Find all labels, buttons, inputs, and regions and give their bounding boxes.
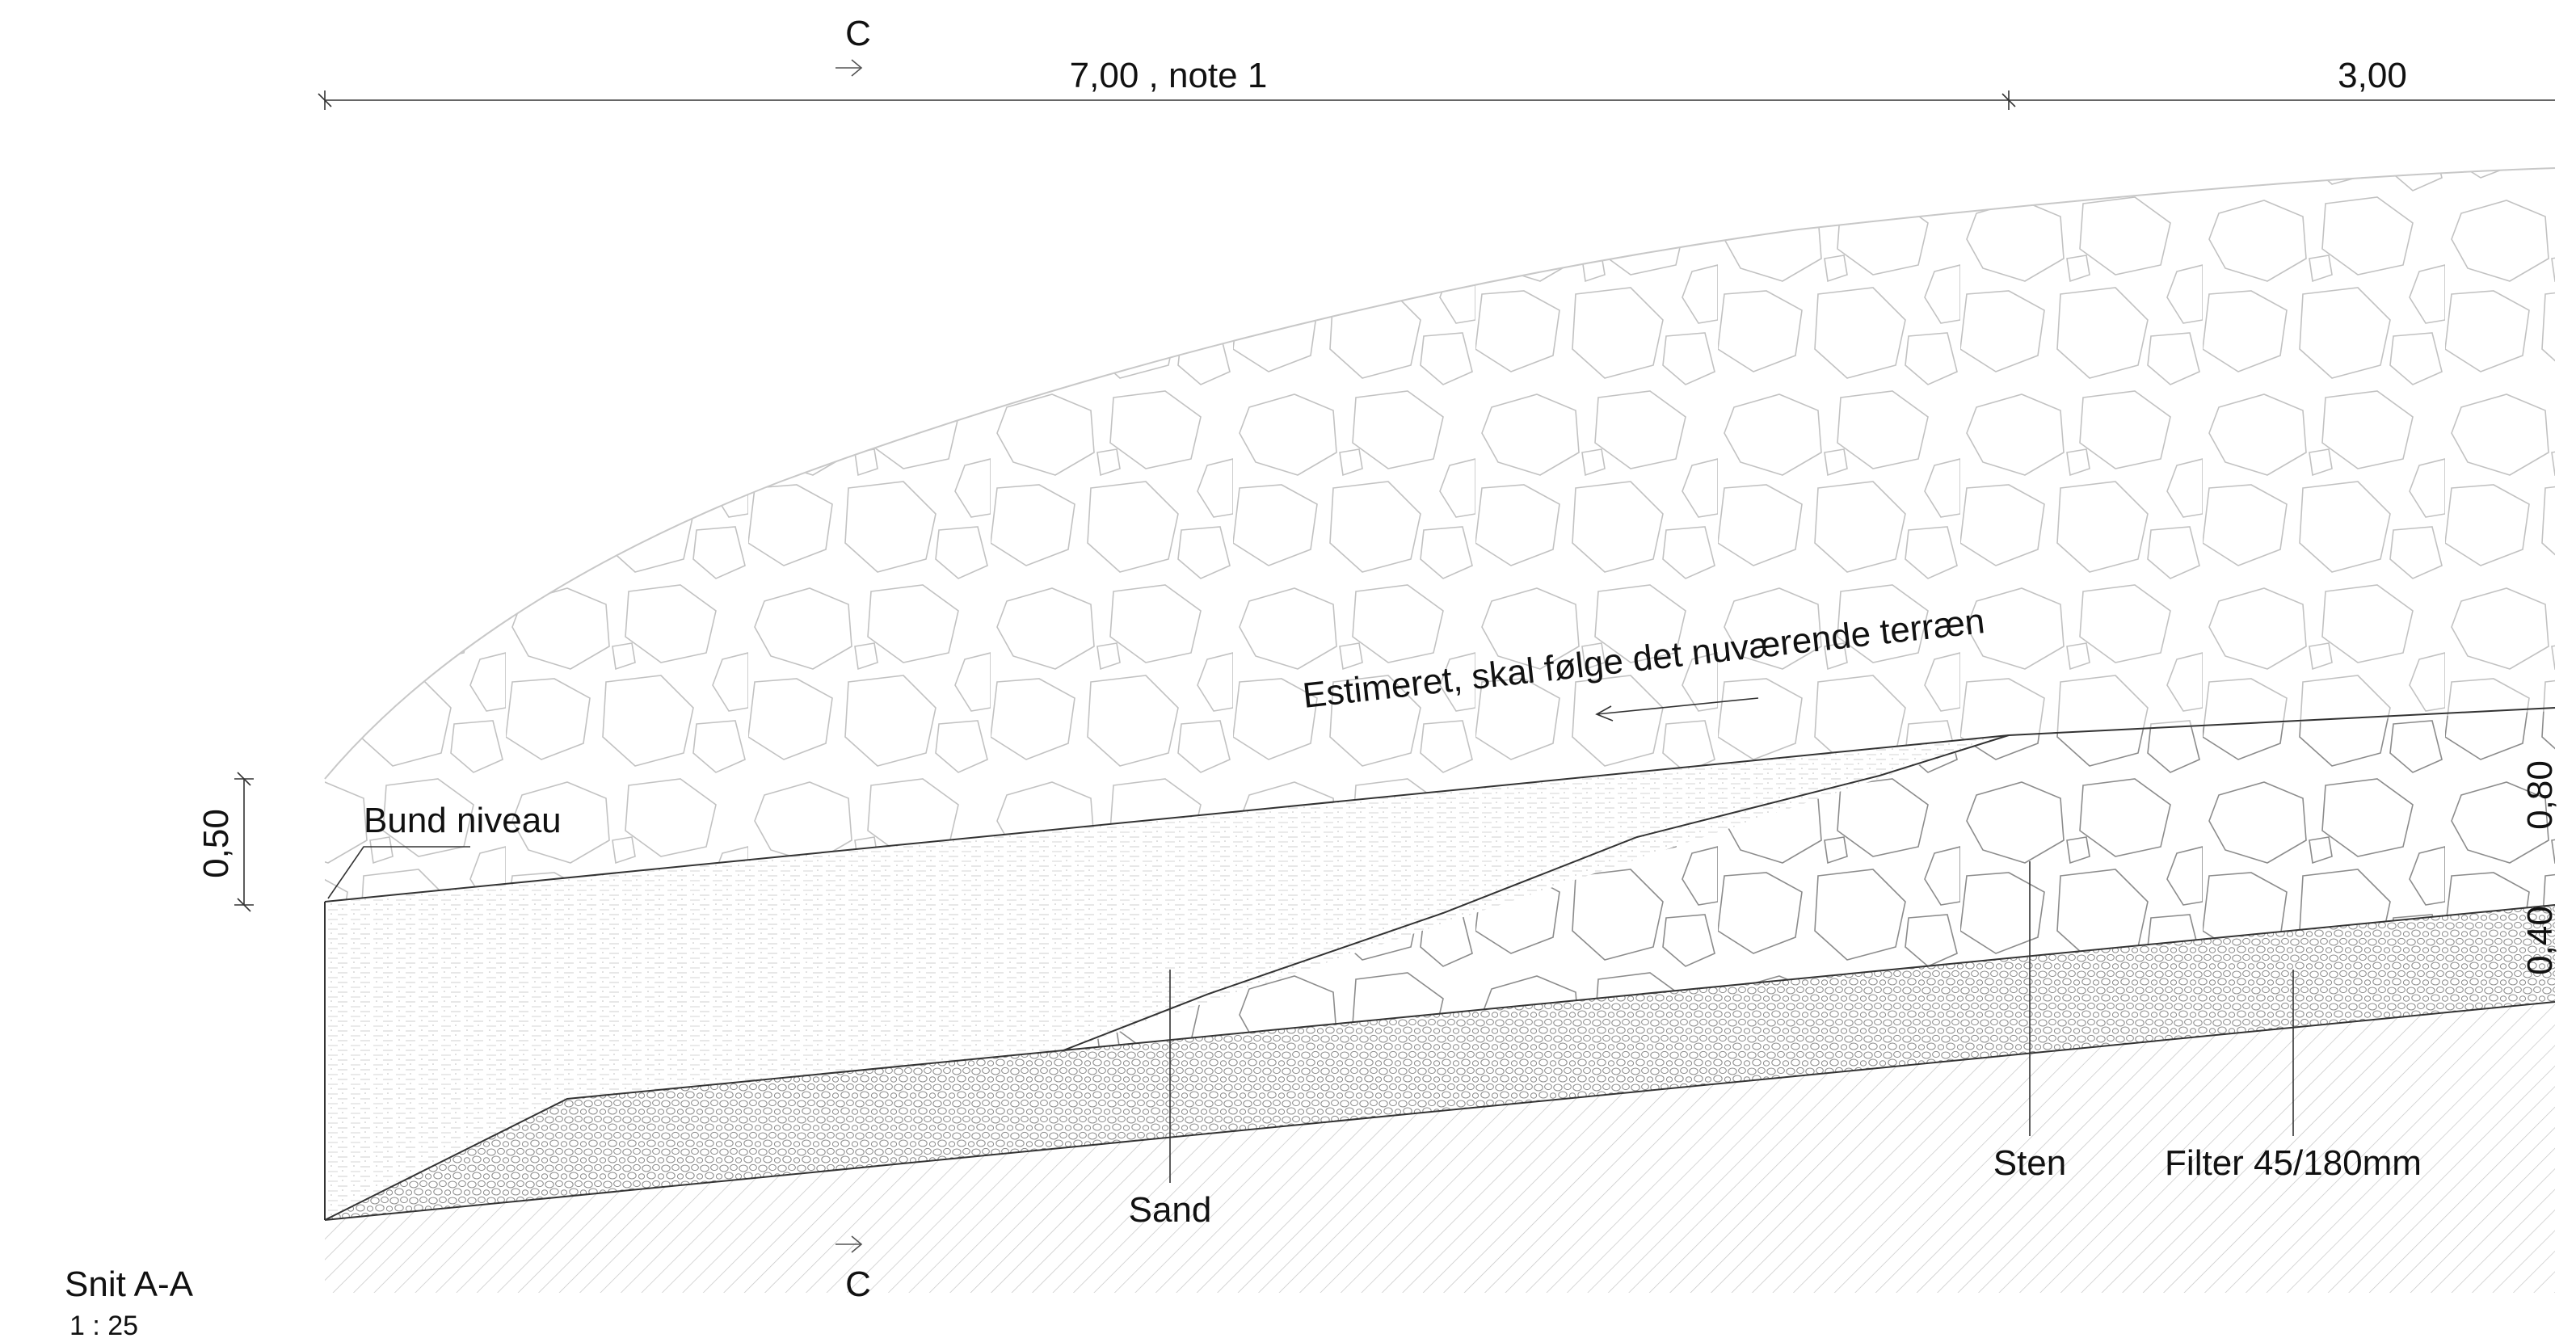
label-bund-niveau: Bund niveau: [364, 801, 562, 840]
terrain-arrow-icon: [1595, 697, 1759, 722]
terrain-top-line: [2008, 707, 2556, 736]
dimension-main-label: 7,00 , note 1: [1070, 56, 1268, 95]
leader-bund-niveau: [327, 846, 470, 899]
sand-top-line: [324, 734, 2010, 903]
section-mark-top: C: [845, 14, 871, 53]
filter-bottom-line: [324, 1001, 2556, 1221]
dimension-left: [234, 772, 254, 912]
section-scale: 1 : 25: [69, 1311, 138, 1338]
label-sten: Sten: [1993, 1143, 2067, 1183]
dimension-left-label: 0,50: [196, 809, 236, 878]
filter-top-line: [324, 904, 2556, 1221]
sten-slope-line: [1063, 734, 2010, 1051]
terrain-estimated-outline: [324, 167, 2556, 780]
dimension-secondary-label: 3,00: [2338, 56, 2407, 95]
section-mark-bottom: C: [845, 1264, 871, 1304]
layer-outlines: [324, 707, 2556, 1221]
dimension-top: [318, 90, 2555, 110]
section-arrow-bottom-icon: [836, 1235, 863, 1253]
section-arrow-top-icon: [836, 59, 863, 77]
section-title: Snit A-A: [65, 1264, 194, 1304]
dimension-right-lower-label: 0,40: [2520, 906, 2560, 975]
label-sand: Sand: [1129, 1190, 1212, 1230]
label-filter: Filter 45/180mm: [2165, 1143, 2422, 1183]
dimension-right-upper-label: 0,80: [2520, 760, 2560, 830]
